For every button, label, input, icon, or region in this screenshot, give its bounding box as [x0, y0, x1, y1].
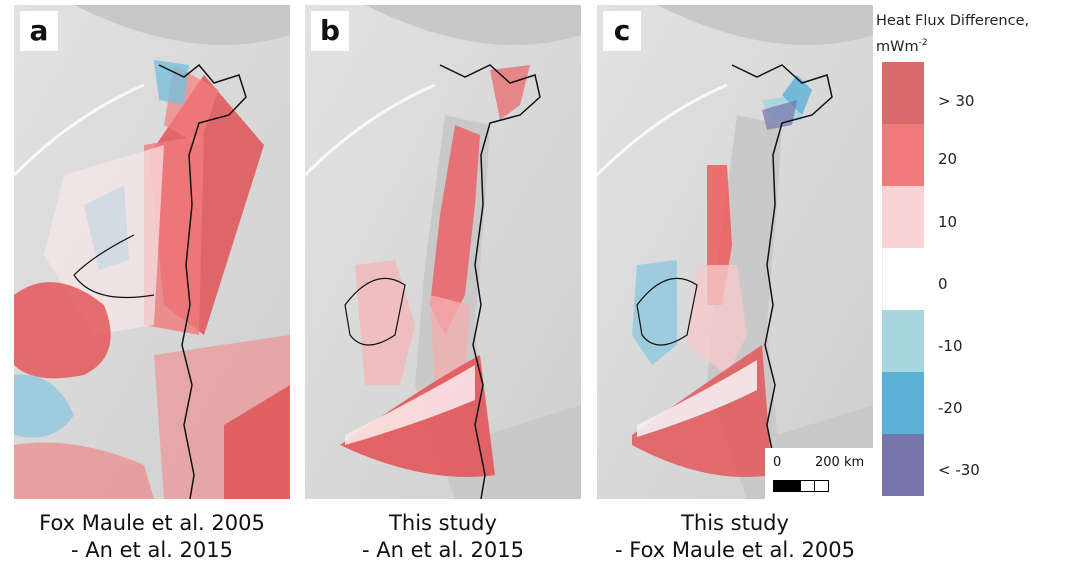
caption-a: Fox Maule et al. 2005 - An et al. 2015: [14, 510, 290, 564]
scale-bar-end-label: 200 km: [815, 455, 865, 470]
legend-label-1: 20: [938, 150, 958, 168]
legend-swatch-4: [882, 310, 924, 372]
legend-swatch-6: [882, 434, 924, 496]
panel-label-b: b: [311, 11, 349, 51]
legend-label-6: < -30: [938, 461, 980, 479]
map-panel-a: a: [14, 5, 290, 499]
legend-label-4: -10: [938, 337, 963, 355]
heat-flux-map-b: [305, 5, 581, 499]
panel-label-a: a: [20, 11, 58, 51]
legend-unit-exponent: -2: [918, 38, 928, 48]
caption-c-line1: This study: [681, 511, 789, 535]
scale-bar-start-label: 0: [773, 455, 782, 470]
legend-label-5: -20: [938, 399, 963, 417]
legend-title-line1: Heat Flux Difference,: [876, 13, 1030, 29]
caption-a-line1: Fox Maule et al. 2005: [39, 511, 265, 535]
heat-flux-map-c: [597, 5, 873, 499]
caption-a-line2: - An et al. 2015: [71, 538, 233, 562]
scale-bar-white-segment-1: [800, 480, 815, 492]
legend-unit: mWm: [876, 38, 919, 55]
legend-label-3: 0: [938, 275, 948, 293]
legend-swatch-3: [882, 248, 925, 310]
caption-c-line2: - Fox Maule et al. 2005: [615, 538, 855, 562]
legend-swatch-1: [882, 124, 924, 186]
legend-title: Heat Flux Difference, mWm-2: [876, 10, 1086, 58]
scale-bar-white-segment-2: [814, 480, 829, 492]
caption-b: This study - An et al. 2015: [305, 510, 581, 564]
legend-label-2: 10: [938, 213, 958, 231]
legend-swatch-2: [882, 186, 924, 248]
map-panel-b: b: [305, 5, 581, 499]
legend-label-0: > 30: [938, 92, 975, 110]
caption-b-line1: This study: [389, 511, 497, 535]
scale-bar-black-segment: [773, 480, 801, 492]
legend-title-line2: mWm-2: [876, 32, 1086, 58]
scale-bar: 0 200 km: [765, 448, 875, 500]
map-panel-c: c: [597, 5, 873, 499]
legend-swatch-5: [882, 372, 924, 434]
legend-swatch-0: [882, 62, 924, 124]
heat-flux-map-a: [14, 5, 290, 499]
panel-label-c: c: [603, 11, 641, 51]
caption-b-line2: - An et al. 2015: [362, 538, 524, 562]
caption-c: This study - Fox Maule et al. 2005: [597, 510, 873, 564]
